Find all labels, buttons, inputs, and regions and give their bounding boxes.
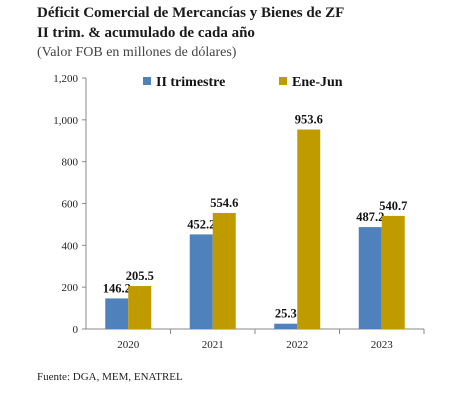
bar xyxy=(274,323,298,329)
data-label: 146.2 xyxy=(103,281,131,295)
bar xyxy=(105,298,129,329)
legend-swatch xyxy=(279,77,287,85)
bar xyxy=(128,286,152,329)
source-note: Fuente: DGA, MEM, ENATREL xyxy=(37,371,183,383)
x-tick-label: 2021 xyxy=(202,339,224,351)
data-label: 540.7 xyxy=(379,199,407,213)
y-tick-label: 1,200 xyxy=(53,73,78,85)
data-label: 554.6 xyxy=(210,196,238,210)
chart-title-line-2: II trim. & acumulado de cada año xyxy=(37,25,255,41)
x-tick-label: 2020 xyxy=(117,339,140,351)
y-tick-label: 800 xyxy=(62,157,79,169)
data-label: 205.5 xyxy=(126,269,154,283)
y-tick-label: 1,000 xyxy=(53,115,78,127)
y-tick-label: 200 xyxy=(62,282,79,294)
data-label: 452.2 xyxy=(187,217,215,231)
data-label: 487.2 xyxy=(356,210,384,224)
y-tick-label: 400 xyxy=(62,240,79,252)
y-tick-label: 600 xyxy=(62,199,79,211)
x-tick-label: 2023 xyxy=(371,339,394,351)
legend-label: Ene-Jun xyxy=(292,75,343,90)
bar xyxy=(381,215,405,329)
legend-label: II trimestre xyxy=(156,75,225,90)
bar xyxy=(212,212,236,329)
data-label: 25.3 xyxy=(275,307,297,321)
x-tick-label: 2022 xyxy=(286,339,308,351)
bar xyxy=(189,234,213,329)
bar xyxy=(297,129,321,329)
chart-subtitle: (Valor FOB en millones de dólares) xyxy=(37,45,237,60)
data-label: 953.6 xyxy=(295,113,323,127)
chart-title-line-1: Déficit Comercial de Mercancías y Bienes… xyxy=(37,5,345,21)
y-tick-label: 0 xyxy=(73,324,79,336)
legend-swatch xyxy=(143,77,151,85)
bar xyxy=(358,227,382,329)
